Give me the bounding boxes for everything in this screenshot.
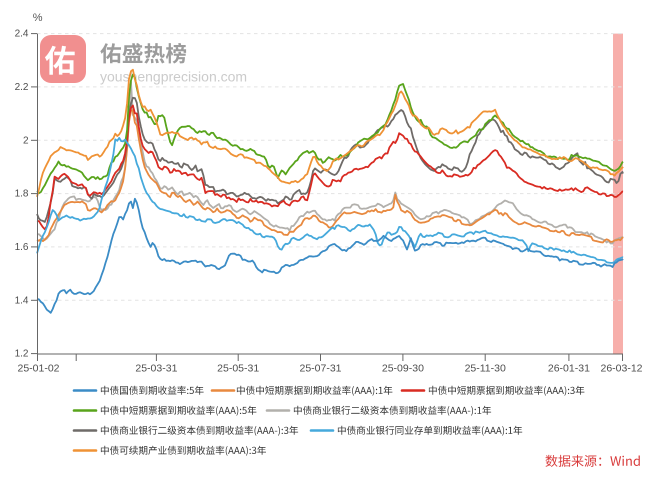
svg-text:25-11-30: 25-11-30 — [465, 363, 506, 375]
svg-text:youshengprecision.com: youshengprecision.com — [100, 69, 247, 85]
svg-text:26-01-31: 26-01-31 — [548, 363, 590, 375]
svg-text:25-07-31: 25-07-31 — [299, 363, 341, 375]
svg-text:25-03-31: 25-03-31 — [135, 363, 177, 375]
svg-text:1.8: 1.8 — [15, 189, 29, 200]
svg-text:25-09-30: 25-09-30 — [382, 363, 424, 375]
svg-text:%: % — [33, 12, 43, 24]
svg-text:25-05-31: 25-05-31 — [217, 363, 259, 375]
svg-text:25-01-02: 25-01-02 — [17, 363, 59, 375]
svg-text:1.4: 1.4 — [15, 295, 29, 306]
svg-text:26-03-12: 26-03-12 — [600, 363, 642, 375]
svg-text:2.2: 2.2 — [15, 82, 29, 93]
svg-text:2: 2 — [23, 135, 29, 146]
svg-text:2.4: 2.4 — [15, 29, 29, 40]
svg-text:1.6: 1.6 — [15, 242, 29, 253]
svg-text:1.2: 1.2 — [15, 349, 29, 360]
